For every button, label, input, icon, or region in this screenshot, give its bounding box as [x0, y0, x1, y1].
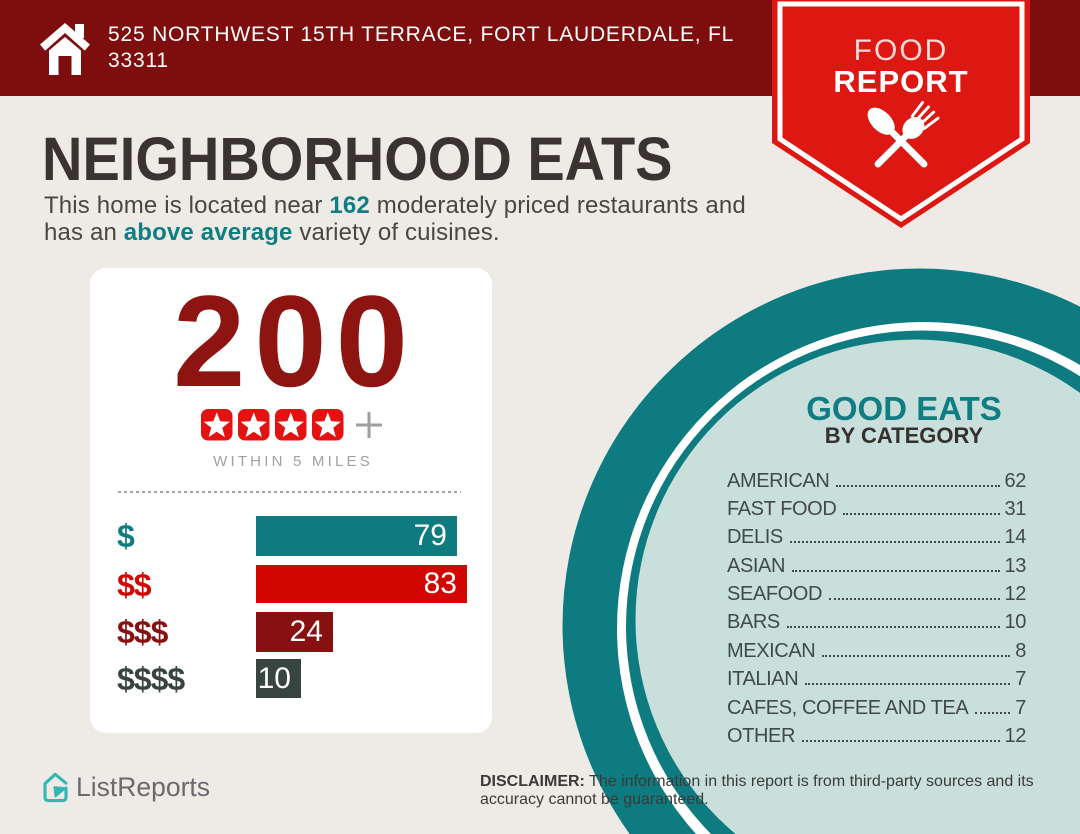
svg-text:REPORT: REPORT [833, 64, 968, 99]
svg-text:FOOD: FOOD [854, 34, 949, 67]
